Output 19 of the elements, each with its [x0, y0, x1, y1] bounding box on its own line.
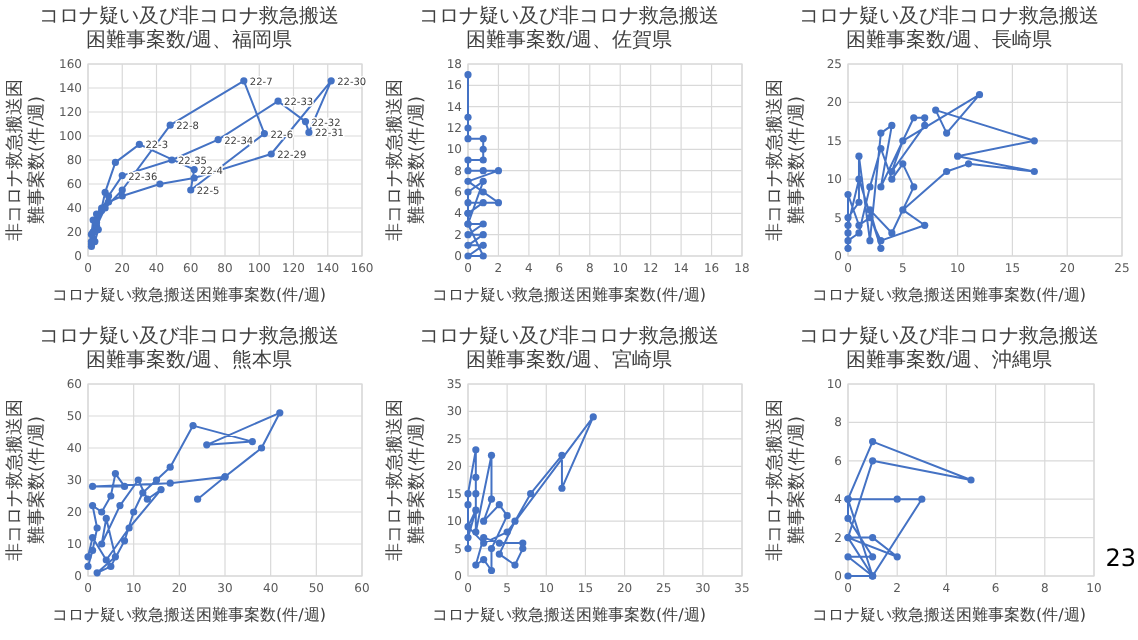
x-axis-title: コロナ疑い救急搬送困難事案数(件/週) [432, 286, 706, 304]
x-axis-title: コロナ疑い救急搬送困難事案数(件/週) [812, 606, 1086, 624]
y-axis-title: 非コロナ救急搬送困難事案数(件/週) [4, 399, 48, 561]
y-axis-title: 非コロナ救急搬送困難事案数(件/週) [764, 79, 808, 241]
chart-title: コロナ疑い及び非コロナ救急搬送困難事案数/週、宮崎県 [419, 324, 719, 372]
chart-title: コロナ疑い及び非コロナ救急搬送困難事案数/週、佐賀県 [419, 4, 719, 52]
chart-title: コロナ疑い及び非コロナ救急搬送困難事案数/週、長崎県 [799, 4, 1099, 52]
x-axis-title: コロナ疑い救急搬送困難事案数(件/週) [52, 606, 326, 624]
chart-title: コロナ疑い及び非コロナ救急搬送困難事案数/週、沖縄県 [799, 324, 1099, 372]
chart-title: コロナ疑い及び非コロナ救急搬送困難事案数/週、福岡県 [39, 4, 339, 52]
chart-title: コロナ疑い及び非コロナ救急搬送困難事案数/週、熊本県 [39, 324, 339, 372]
x-axis-title: コロナ疑い救急搬送困難事案数(件/週) [812, 286, 1086, 304]
y-axis-title: 非コロナ救急搬送困難事案数(件/週) [384, 79, 428, 241]
y-axis-title: 非コロナ救急搬送困難事案数(件/週) [4, 79, 48, 241]
x-axis-title: コロナ疑い救急搬送困難事案数(件/週) [52, 286, 326, 304]
text: 23 [1105, 544, 1136, 572]
y-axis-title: 非コロナ救急搬送困難事案数(件/週) [384, 399, 428, 561]
y-axis-title: 非コロナ救急搬送困難事案数(件/週) [764, 399, 808, 561]
x-axis-title: コロナ疑い救急搬送困難事案数(件/週) [432, 606, 706, 624]
